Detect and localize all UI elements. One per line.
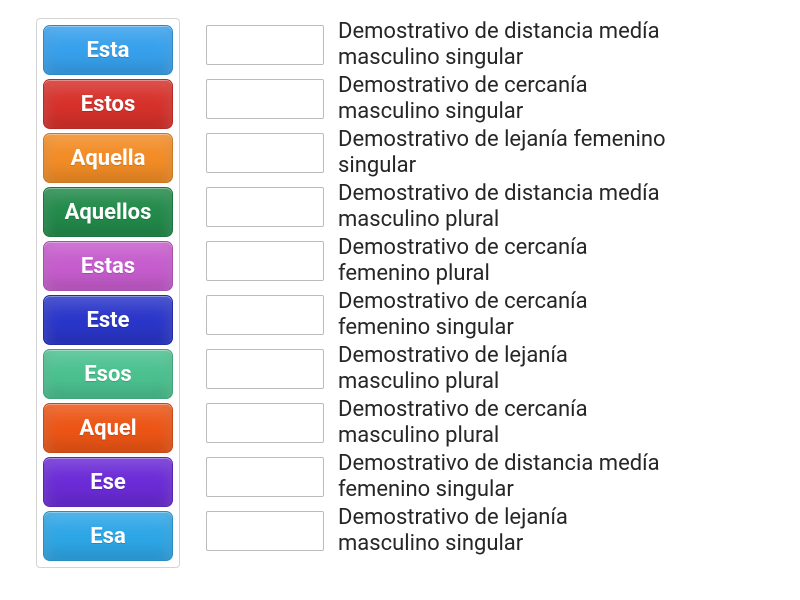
tile-estas[interactable]: Estas [43, 241, 173, 291]
drop-slot-10[interactable] [206, 511, 324, 551]
tile-aquella[interactable]: Aquella [43, 133, 173, 183]
tile-esos[interactable]: Esos [43, 349, 173, 399]
description-text: Demostrativo de cercanía femenino singul… [338, 289, 668, 341]
answer-row: Demostrativo de distancia medía masculin… [206, 180, 668, 234]
description-text: Demostrativo de lejanía femenino singula… [338, 127, 668, 179]
word-bank: Esta Estos Aquella Aquellos Estas Este E… [36, 18, 180, 568]
drop-slot-9[interactable] [206, 457, 324, 497]
drop-slot-3[interactable] [206, 133, 324, 173]
tile-ese[interactable]: Ese [43, 457, 173, 507]
exercise-container: Esta Estos Aquella Aquellos Estas Este E… [36, 18, 764, 568]
answer-row: Demostrativo de lejanía femenino singula… [206, 126, 668, 180]
answer-row: Demostrativo de distancia medía femenino… [206, 450, 668, 504]
description-text: Demostrativo de cercanía masculino singu… [338, 73, 668, 125]
description-text: Demostrativo de lejanía masculino plural [338, 343, 668, 395]
answer-row: Demostrativo de cercanía masculino singu… [206, 72, 668, 126]
drop-slot-4[interactable] [206, 187, 324, 227]
description-text: Demostrativo de distancia medía masculin… [338, 181, 668, 233]
tile-esta[interactable]: Esta [43, 25, 173, 75]
tile-aquel[interactable]: Aquel [43, 403, 173, 453]
drop-slot-7[interactable] [206, 349, 324, 389]
tile-este[interactable]: Este [43, 295, 173, 345]
answers-column: Demostrativo de distancia medía masculin… [206, 18, 668, 558]
answer-row: Demostrativo de cercanía femenino plural [206, 234, 668, 288]
drop-slot-6[interactable] [206, 295, 324, 335]
tile-aquellos[interactable]: Aquellos [43, 187, 173, 237]
drop-slot-2[interactable] [206, 79, 324, 119]
description-text: Demostrativo de cercanía femenino plural [338, 235, 668, 287]
answer-row: Demostrativo de distancia medía masculin… [206, 18, 668, 72]
answer-row: Demostrativo de cercanía femenino singul… [206, 288, 668, 342]
description-text: Demostrativo de lejanía masculino singul… [338, 505, 668, 557]
description-text: Demostrativo de cercanía masculino plura… [338, 397, 668, 449]
drop-slot-1[interactable] [206, 25, 324, 65]
answer-row: Demostrativo de lejanía masculino singul… [206, 504, 668, 558]
answer-row: Demostrativo de cercanía masculino plura… [206, 396, 668, 450]
drop-slot-5[interactable] [206, 241, 324, 281]
tile-estos[interactable]: Estos [43, 79, 173, 129]
answer-row: Demostrativo de lejanía masculino plural [206, 342, 668, 396]
tile-esa[interactable]: Esa [43, 511, 173, 561]
description-text: Demostrativo de distancia medía femenino… [338, 451, 668, 503]
description-text: Demostrativo de distancia medía masculin… [338, 19, 668, 71]
drop-slot-8[interactable] [206, 403, 324, 443]
